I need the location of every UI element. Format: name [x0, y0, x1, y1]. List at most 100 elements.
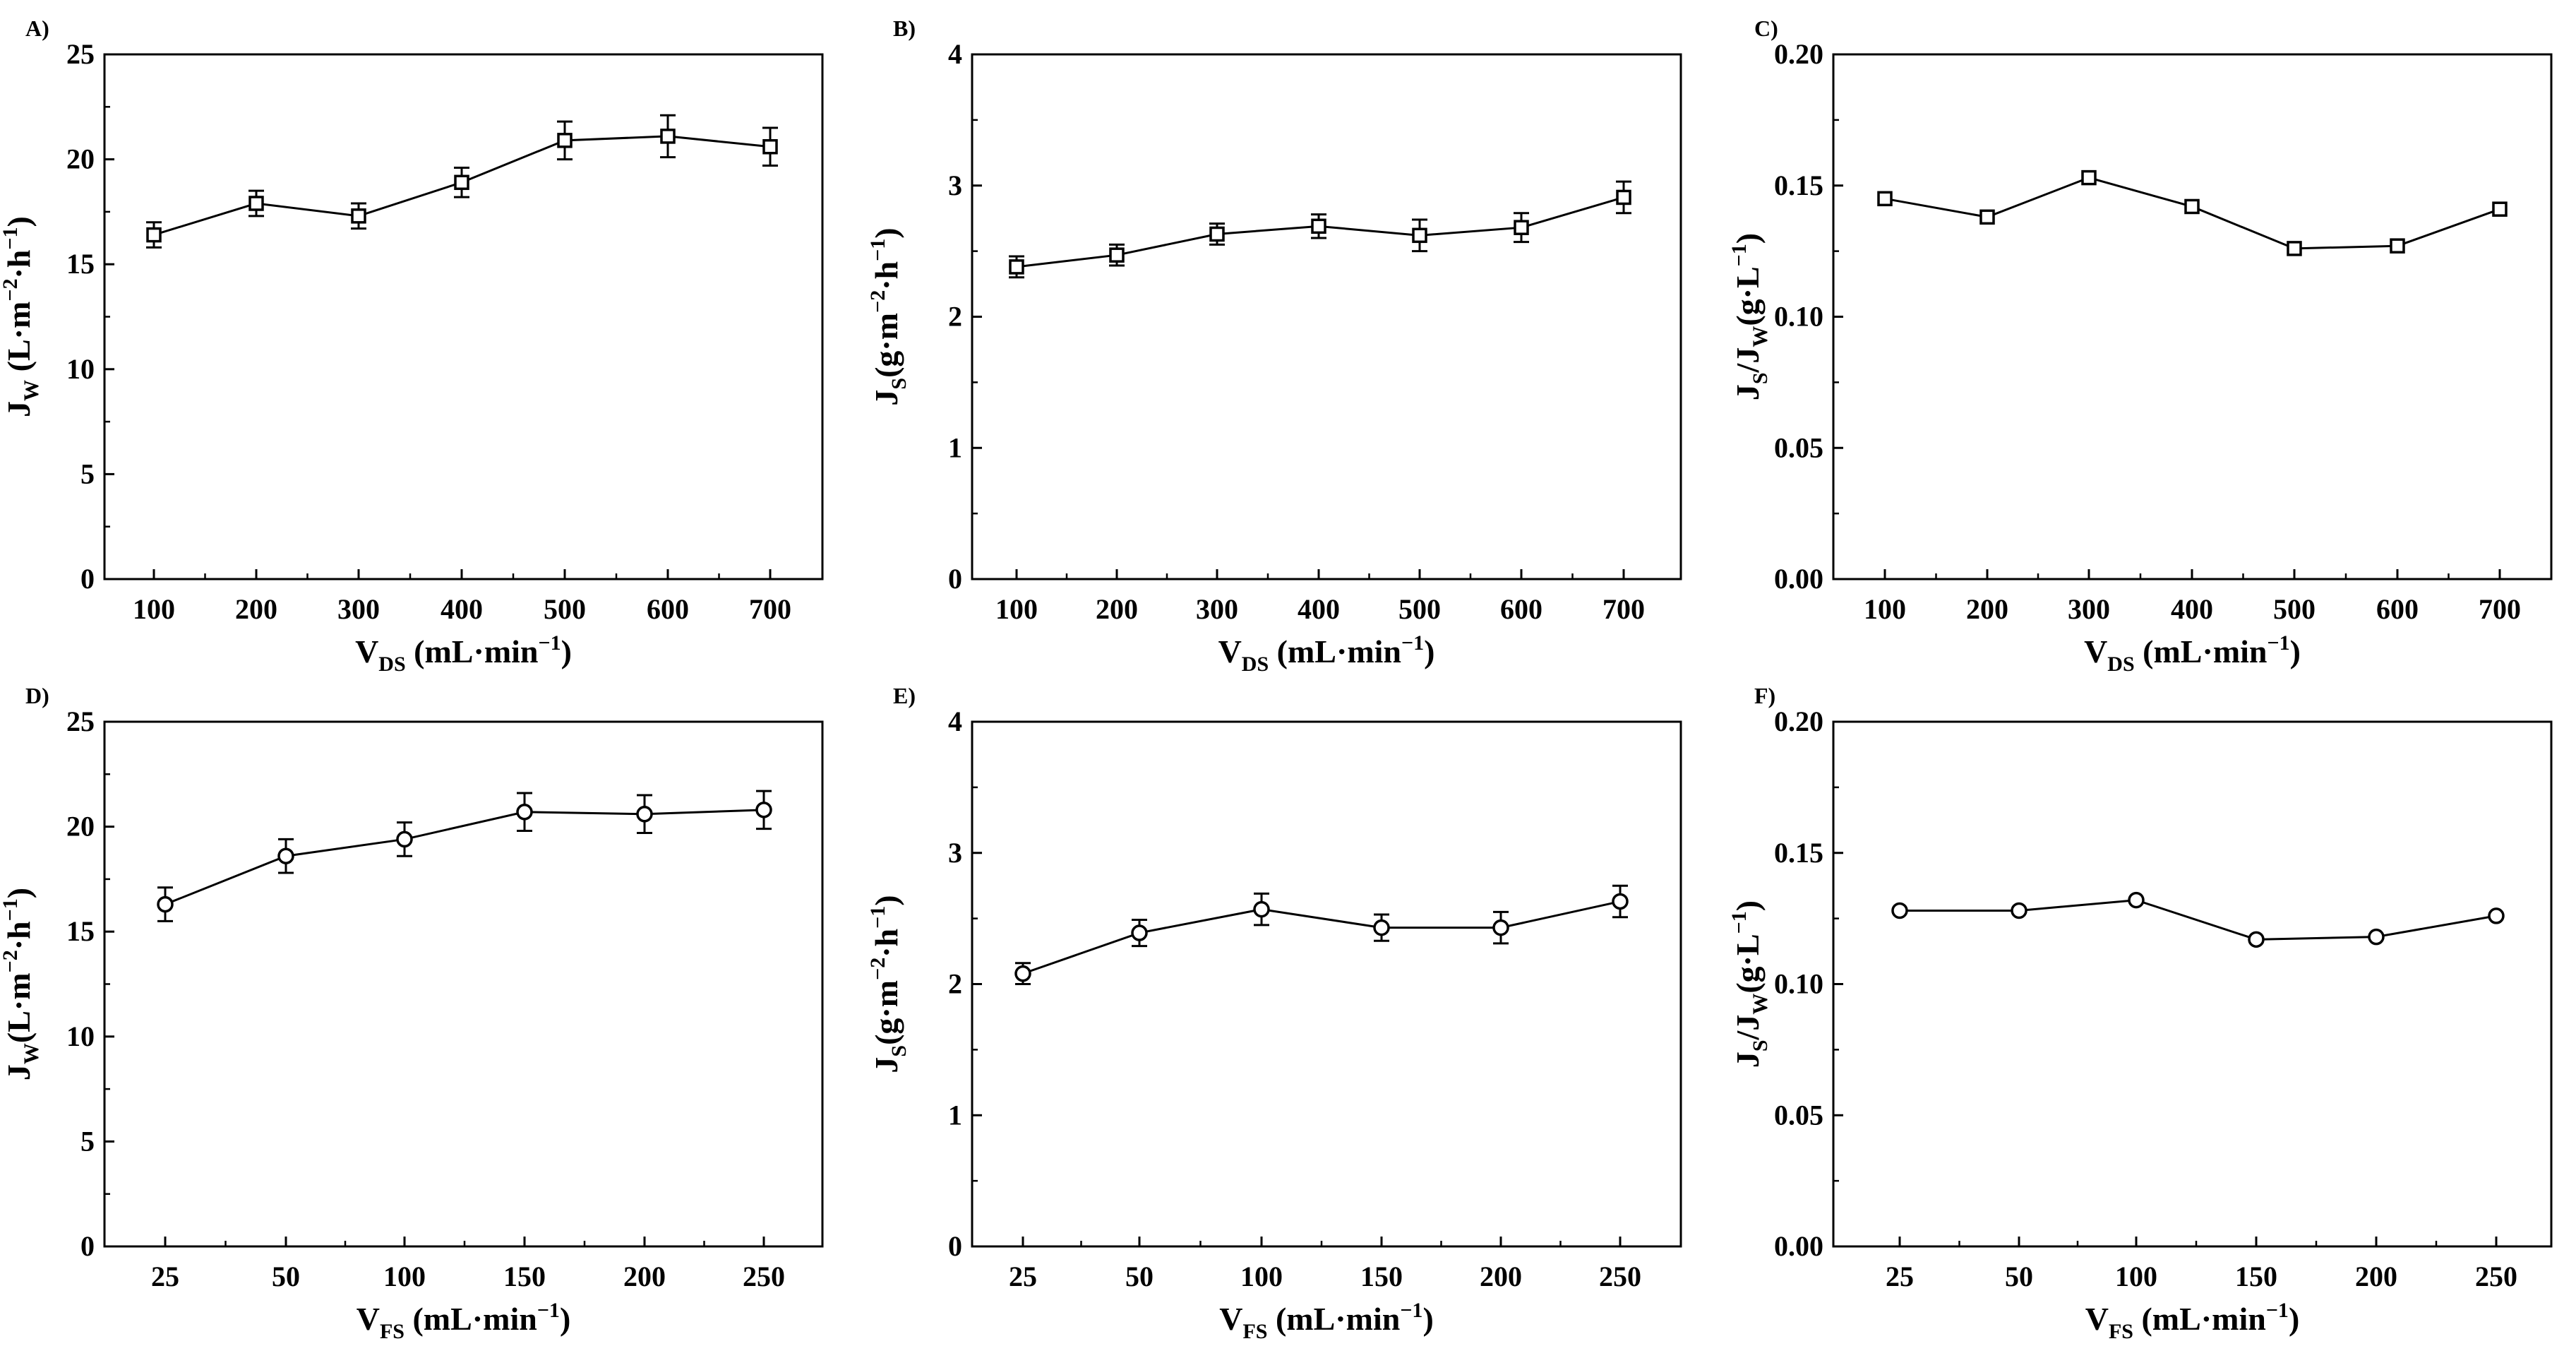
y-tick-label: 0.10 — [1774, 301, 1823, 333]
panel-c: C) 0.00 0.05 0.10 0.15 0.20 100 200 300 400 500 600… — [1727, 16, 2553, 676]
panel-label: E) — [893, 683, 916, 708]
y-axis-title: JS(g·m−2·h−1) — [866, 895, 911, 1073]
series-line — [1900, 899, 2497, 941]
data-point — [2287, 241, 2302, 256]
data-point — [1877, 191, 1893, 207]
panel-label: F) — [1754, 683, 1775, 708]
data-point — [2184, 198, 2200, 215]
x-tick-label: 150 — [503, 1261, 546, 1292]
series-line — [164, 809, 765, 905]
data-point — [146, 227, 162, 243]
x-tick-label: 150 — [2235, 1261, 2277, 1292]
y-tick-label: 15 — [66, 915, 95, 947]
panel-b: B) 0 1 2 3 4 100 200 300 400 500 600 700 VDS (mL·min−… — [866, 16, 1682, 676]
data-point — [351, 208, 366, 224]
panel-e: E) 0 1 2 3 4 25 50 100 150 200 250 VFS (mL·min−1) JS(… — [866, 683, 1682, 1343]
y-tick-label: 15 — [66, 248, 95, 280]
x-axis-title: VFS (mL·min−1) — [357, 1299, 571, 1343]
data-point — [1373, 919, 1390, 936]
data-point — [2081, 169, 2097, 186]
y-axis-title: JS/JW(g·L−1) — [1727, 900, 1772, 1068]
data-point — [1492, 919, 1509, 936]
y-tick-label: 5 — [80, 1125, 95, 1157]
y-tick-label: 10 — [66, 1020, 95, 1052]
x-tick-label: 25 — [151, 1261, 179, 1292]
x-tick-label: 400 — [2171, 593, 2213, 625]
y-tick-label: 2 — [948, 301, 962, 333]
y-axis-title: JW (L·m−2·h−1) — [0, 216, 43, 417]
y-tick-label: 0.20 — [1774, 705, 1823, 737]
x-tick-label: 100 — [2115, 1261, 2157, 1292]
x-tick-label: 200 — [1096, 593, 1138, 625]
x-tick-label: 500 — [1398, 593, 1441, 625]
x-tick-label: 250 — [1599, 1261, 1641, 1292]
x-tick-label: 300 — [2068, 593, 2110, 625]
data-point — [248, 196, 264, 211]
y-tick-label: 0 — [948, 563, 962, 595]
x-tick-label: 50 — [1125, 1261, 1154, 1292]
y-tick-label: 3 — [948, 837, 962, 869]
data-point — [1009, 259, 1024, 275]
y-tick-label: 0.00 — [1774, 1230, 1823, 1262]
x-tick-label: 500 — [544, 593, 586, 625]
y-tick-label: 4 — [948, 38, 962, 70]
y-tick-label: 1 — [948, 431, 962, 463]
y-tick-label: 0.05 — [1774, 431, 1823, 463]
x-tick-label: 250 — [2475, 1261, 2517, 1292]
y-tick-label: 0.05 — [1774, 1099, 1823, 1131]
panel-f: F) 0.00 0.05 0.10 0.15 0.20 25 50 100 150 200 250 VF… — [1727, 683, 2553, 1343]
x-tick-label: 600 — [647, 593, 689, 625]
x-tick-label: 300 — [1196, 593, 1238, 625]
plot-frame — [1832, 720, 2553, 1248]
data-point — [454, 174, 469, 191]
x-tick-label: 200 — [2355, 1261, 2397, 1292]
series-line — [1022, 900, 1621, 975]
data-point — [2368, 928, 2385, 946]
x-tick-label: 100 — [1864, 593, 1906, 625]
panel-label: C) — [1754, 16, 1778, 41]
x-tick-label: 700 — [2479, 593, 2521, 625]
x-tick-label: 400 — [441, 593, 483, 625]
y-tick-label: 3 — [948, 169, 962, 201]
data-point — [1209, 226, 1225, 242]
y-tick-label: 1 — [948, 1099, 962, 1131]
data-point — [396, 830, 413, 848]
x-tick-label: 400 — [1298, 593, 1340, 625]
y-tick-label: 0 — [80, 563, 95, 595]
x-tick-label: 600 — [2376, 593, 2419, 625]
x-tick-label: 600 — [1500, 593, 1542, 625]
data-point — [157, 895, 174, 913]
data-point — [1412, 227, 1427, 244]
data-point — [1253, 900, 1270, 918]
data-point — [1612, 893, 1629, 910]
y-tick-label: 20 — [66, 143, 95, 175]
x-tick-label: 100 — [383, 1261, 426, 1292]
data-point — [557, 133, 573, 148]
panel-label: A) — [25, 16, 49, 41]
data-point — [2488, 907, 2505, 924]
data-point — [755, 802, 772, 818]
x-tick-label: 25 — [1886, 1261, 1914, 1292]
data-point — [2248, 931, 2265, 948]
data-point — [516, 804, 533, 821]
plot-frame — [103, 720, 824, 1248]
y-tick-label: 0.15 — [1774, 169, 1823, 201]
panel-d: D) 0 5 10 15 20 25 25 50 100 150 200 250 VFS (mL·min−… — [0, 683, 824, 1343]
plot-frame — [1832, 53, 2553, 580]
y-tick-label: 0.10 — [1774, 968, 1823, 1000]
x-tick-label: 250 — [743, 1261, 785, 1292]
y-tick-label: 20 — [66, 811, 95, 842]
panel-label: B) — [893, 16, 916, 41]
y-tick-label: 0 — [948, 1230, 962, 1262]
y-tick-label: 5 — [80, 458, 95, 489]
y-axis-title: JS/JW(g·L−1) — [1727, 233, 1772, 400]
y-axis-title: JW(L·m−2·h−1) — [0, 888, 43, 1080]
y-tick-label: 0.20 — [1774, 38, 1823, 70]
data-point — [1891, 902, 1908, 919]
x-tick-label: 200 — [1966, 593, 2008, 625]
y-tick-label: 0.15 — [1774, 837, 1823, 869]
data-point — [2128, 891, 2145, 909]
y-tick-label: 10 — [66, 353, 95, 385]
x-tick-label: 700 — [1602, 593, 1645, 625]
